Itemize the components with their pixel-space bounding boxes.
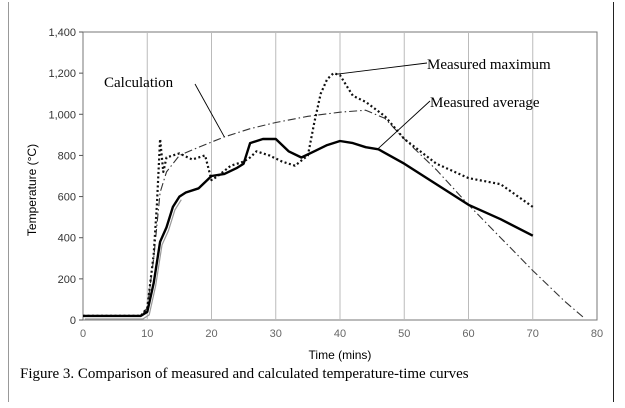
x-tick-label: 80 (591, 328, 603, 340)
y-axis-ticks: 0 200 400 600 800 1,000 1,200 1,400 (48, 27, 83, 327)
x-tick-label: 10 (141, 328, 153, 340)
series-line-calculation (83, 109, 585, 319)
y-tick-label: 400 (58, 233, 76, 245)
x-tick-label: 60 (462, 328, 474, 340)
x-axis-label: Time (mins) (309, 348, 372, 362)
annotation-label: Measured average (430, 95, 540, 111)
annotation-pointer (194, 83, 225, 138)
y-tick-label: 1,000 (48, 109, 76, 121)
x-tick-label: 50 (398, 328, 410, 340)
y-tick-label: 0 (70, 315, 76, 327)
series-line-measured-average (83, 137, 534, 318)
y-tick-label: 200 (58, 274, 76, 286)
chart-series (83, 71, 585, 320)
figure-caption: Figure 3. Comparison of measured and cal… (20, 366, 469, 382)
annotation-pointer (378, 100, 431, 149)
annotation-label: Calculation (104, 75, 174, 91)
y-tick-label: 600 (58, 192, 76, 204)
x-tick-label: 20 (205, 328, 217, 340)
temperature-time-chart: 0 200 400 600 800 1,000 1,200 1,400 0 10 20 30 40 50… (25, 27, 603, 362)
x-tick-label: 70 (527, 328, 539, 340)
series-shadow-line (84, 199, 182, 320)
chart-grid (82, 31, 598, 321)
y-tick-label: 1,200 (48, 68, 76, 80)
y-tick-label: 1,400 (48, 27, 76, 39)
figure-frame (8, 2, 614, 402)
x-axis-ticks: 0 10 20 30 40 50 60 70 80 (80, 328, 603, 340)
x-tick-label: 30 (270, 328, 282, 340)
y-tick-label: 800 (58, 150, 76, 162)
x-tick-label: 40 (334, 328, 346, 340)
chart-annotations: Calculation Measured maximum Measured aver… (104, 57, 551, 149)
x-tick-label: 0 (80, 328, 86, 340)
annotation-label: Measured maximum (427, 57, 551, 73)
annotation-pointer (336, 62, 428, 75)
y-axis-label: Temperature (°C) (25, 144, 39, 236)
